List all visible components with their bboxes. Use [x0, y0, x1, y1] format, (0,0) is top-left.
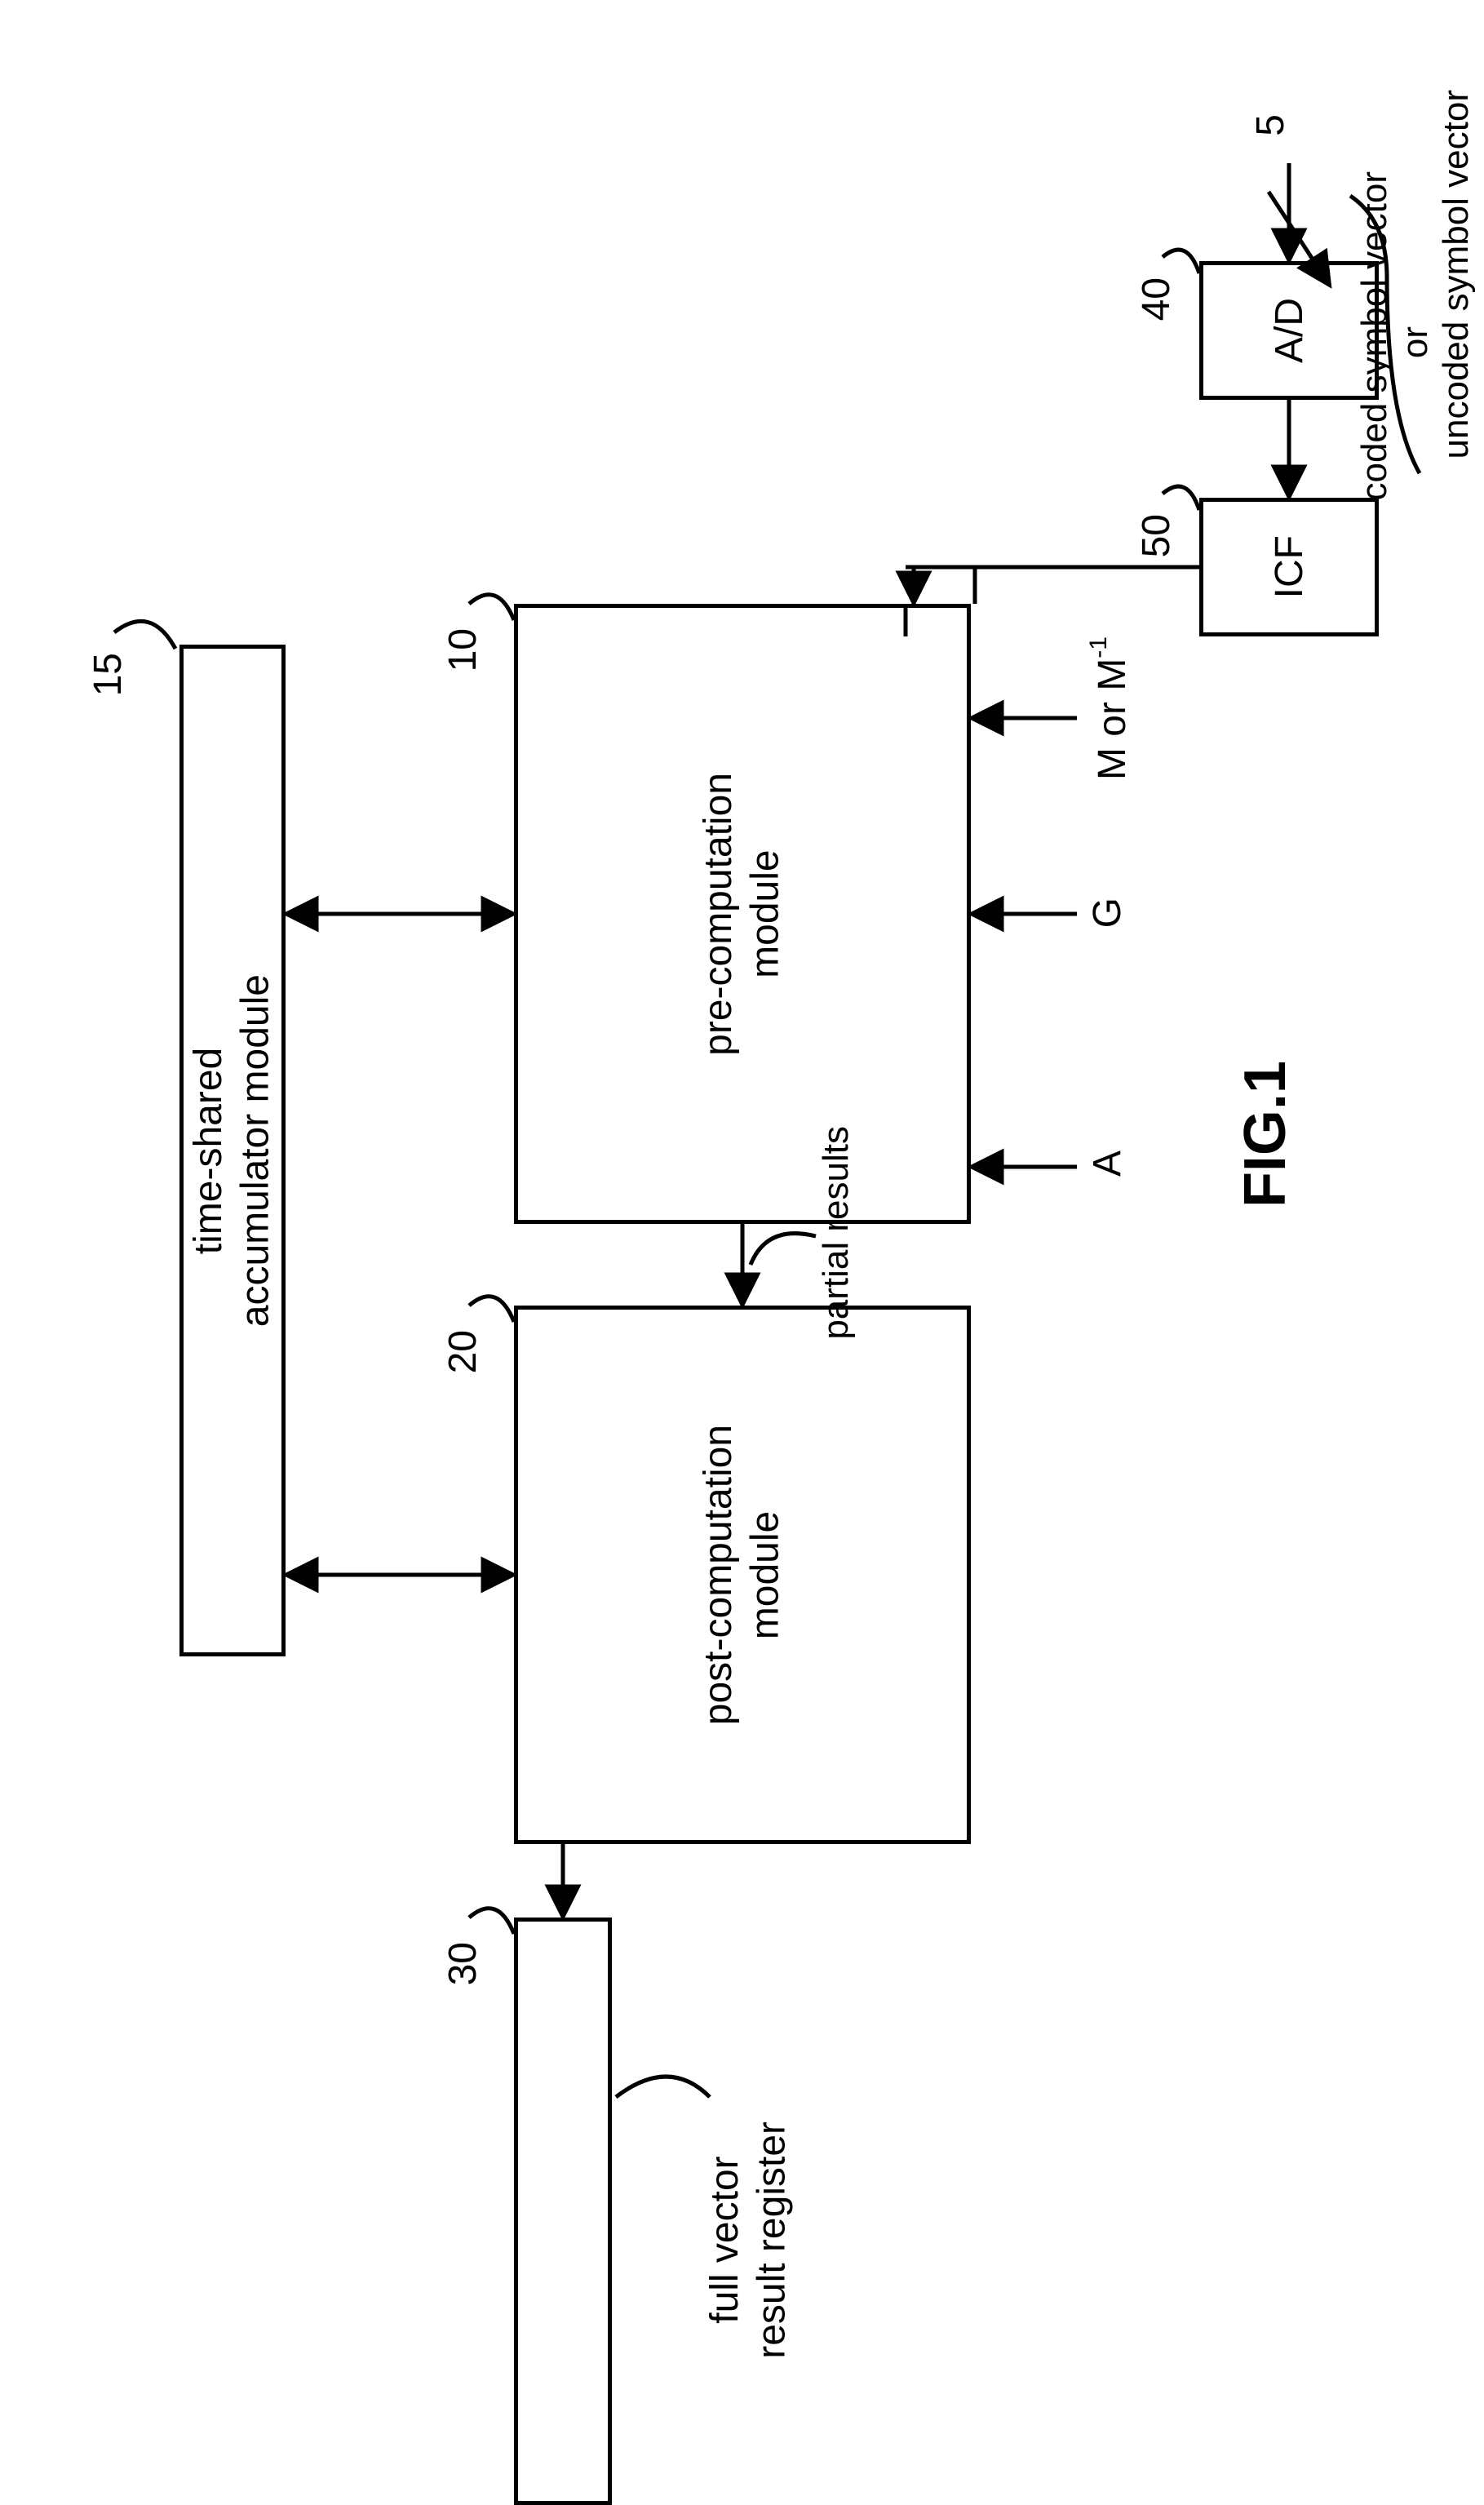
result-register-block [514, 1918, 612, 2505]
input-m-label: M or M-1 [1085, 636, 1135, 780]
icf-block: ICF [1199, 498, 1379, 636]
icf-label: ICF [1267, 535, 1312, 598]
partial-results-label: partial results [816, 1126, 857, 1340]
coded-vector-label: coded symbol vector [1354, 171, 1395, 501]
input-a-label: A [1085, 1151, 1130, 1177]
precomp-ref: 10 [441, 628, 485, 672]
figure-title: FIG.1 [1232, 1061, 1299, 1208]
input-g-label: G [1085, 898, 1130, 928]
system-ref: 5 [1248, 114, 1293, 136]
uncoded-vector-label: uncoded symbol vector [1436, 90, 1477, 459]
accumulator-block: time-shared accumulator module [179, 645, 286, 1656]
precomp-label: pre-computation module [695, 773, 789, 1056]
result-register-ref: 30 [441, 1942, 485, 1985]
ad-block: A/D [1199, 261, 1379, 400]
accumulator-ref: 15 [86, 653, 131, 696]
postcomp-label: post-computation module [695, 1425, 789, 1725]
ad-ref: 40 [1134, 277, 1179, 321]
diagram-canvas: 5 time-shared accumulator module 15 pre-… [33, 33, 1484, 2290]
precomp-block: pre-computation module [514, 604, 971, 1224]
icf-ref: 50 [1134, 514, 1179, 557]
ad-label: A/D [1267, 298, 1312, 363]
postcomp-ref: 20 [441, 1330, 485, 1373]
postcomp-block: post-computation module [514, 1306, 971, 1844]
accumulator-label: time-shared accumulator module [185, 974, 279, 1327]
input-m-exp: -1 [1085, 636, 1112, 658]
input-m-text: M or M [1091, 658, 1134, 780]
result-register-note: full vector result register [702, 2121, 795, 2359]
or-label: or [1395, 326, 1436, 358]
